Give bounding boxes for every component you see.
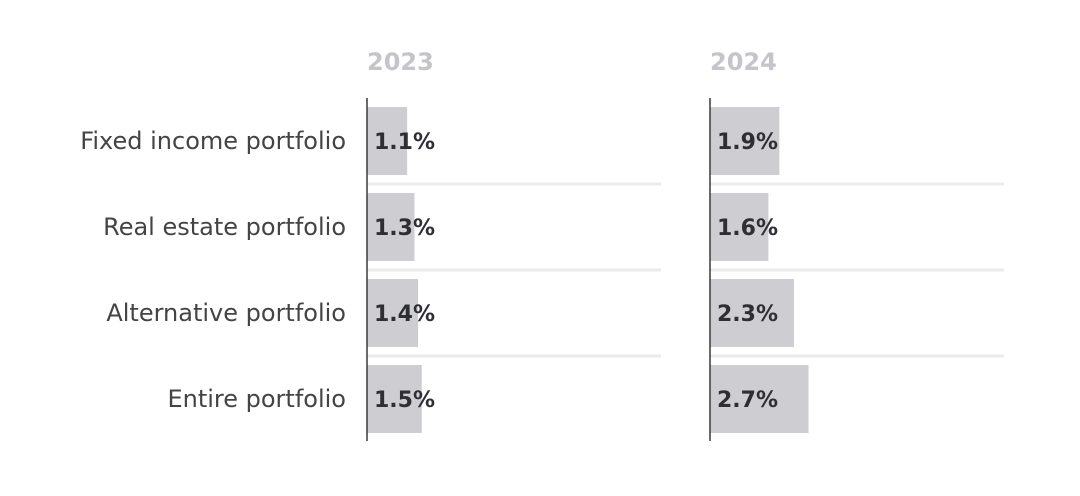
panel-2023: 2023 1.1% 1.3% 1.4% 1.5% <box>366 48 661 441</box>
bar-2024-real-estate-portfolio <box>710 193 769 261</box>
data-label-2024-entire-portfolio: 2.7% <box>717 388 778 413</box>
bar-2023-real-estate-portfolio <box>367 193 415 261</box>
category-label-fixed-income-portfolio: Fixed income portfolio <box>80 127 346 155</box>
category-label-alternative-portfolio: Alternative portfolio <box>106 299 346 327</box>
category-label-real-estate-portfolio: Real estate portfolio <box>103 213 346 241</box>
data-label-2024-real-estate-portfolio: 1.6% <box>717 216 778 241</box>
data-label-2023-alternative-portfolio: 1.4% <box>374 302 435 327</box>
chart-panels: 2023 1.1% 1.3% 1.4% 1.5% 2024 1.9% 1.6% 2.3% 2.7% <box>366 48 1004 441</box>
category-label-entire-portfolio: Entire portfolio <box>167 385 346 413</box>
data-label-2024-fixed-income-portfolio: 1.9% <box>717 130 778 155</box>
data-label-2023-real-estate-portfolio: 1.3% <box>374 216 435 241</box>
data-label-2023-entire-portfolio: 1.5% <box>374 388 435 413</box>
data-label-2024-alternative-portfolio: 2.3% <box>717 302 778 327</box>
data-label-2023-fixed-income-portfolio: 1.1% <box>374 130 435 155</box>
bar-2024-alternative-portfolio <box>710 279 794 347</box>
bar-2023-entire-portfolio <box>367 365 422 433</box>
category-labels: Fixed income portfolio Real estate portfo… <box>80 127 346 413</box>
panel-title-2023: 2023 <box>367 48 434 76</box>
panel-title-2024: 2024 <box>710 48 777 76</box>
bar-2024-entire-portfolio <box>710 365 809 433</box>
bar-2024-fixed-income-portfolio <box>710 107 780 175</box>
panel-2024: 2024 1.9% 1.6% 2.3% 2.7% <box>709 48 1004 441</box>
bar-2023-fixed-income-portfolio <box>367 107 408 175</box>
bar-2023-alternative-portfolio <box>367 279 419 347</box>
